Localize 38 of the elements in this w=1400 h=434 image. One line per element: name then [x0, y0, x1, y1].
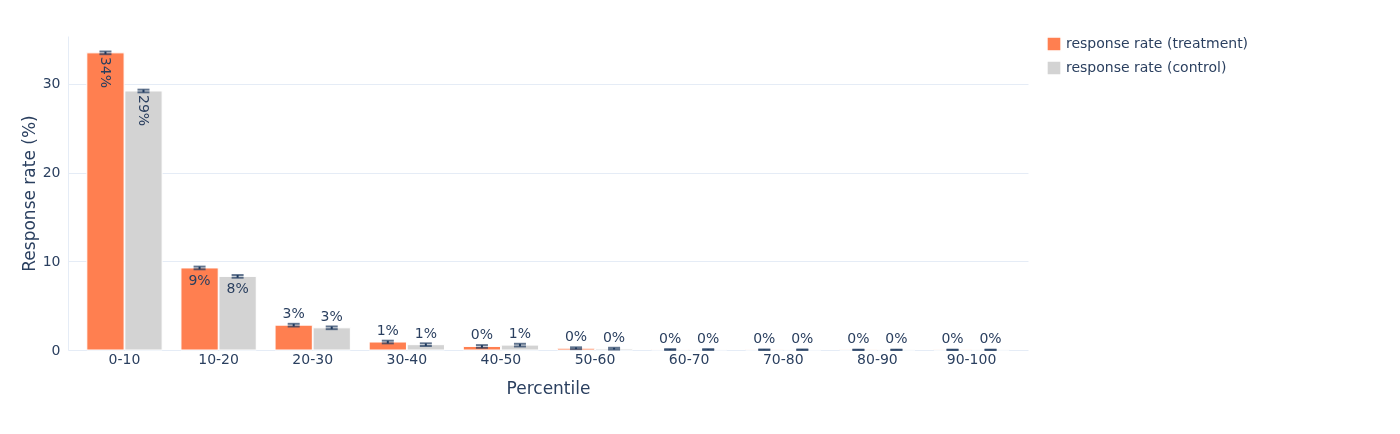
data-label: 0% [470, 326, 494, 343]
x-tick-label: 90-100 [946, 350, 997, 367]
data-label: 9% [188, 271, 211, 288]
data-label: 8% [226, 280, 249, 297]
data-label: 0% [602, 328, 626, 345]
x-tick-label: 70-80 [762, 350, 804, 367]
data-label: 0% [753, 329, 776, 346]
data-label: 1% [414, 324, 437, 341]
data-label: 3% [320, 307, 343, 324]
x-tick-label: 30-40 [386, 350, 428, 367]
x-tick-label: 60-70 [668, 350, 710, 367]
x-tick-label: 20-30 [292, 350, 334, 367]
data-label: 0% [564, 328, 588, 345]
data-label: 3% [282, 305, 305, 322]
data-label: 1% [376, 322, 399, 339]
data-label: 0% [941, 329, 964, 346]
x-tick-label: 40-50 [480, 350, 522, 367]
data-label: 0% [791, 329, 814, 346]
data-label: 29% [136, 94, 153, 127]
x-tick-label: 80-90 [857, 350, 898, 367]
data-label: 1% [508, 325, 532, 342]
x-tick-label: 50-60 [574, 350, 616, 367]
y-axis-title: Response rate (%) [18, 115, 39, 272]
data-label: 0% [979, 329, 1002, 346]
y-tick-label: 20 [42, 164, 61, 181]
x-tick-label: 0-10 [108, 350, 141, 367]
x-tick-label: 10-20 [198, 350, 239, 367]
y-tick-label: 10 [42, 252, 61, 269]
y-tick-label: 30 [42, 75, 61, 92]
data-label: 0% [885, 329, 908, 346]
data-label: 0% [697, 329, 720, 346]
data-label: 0% [659, 329, 682, 346]
x-axis-title: Percentile [506, 377, 591, 398]
data-label: 34% [98, 56, 115, 88]
data-label: 0% [847, 329, 870, 346]
y-tick-label: 0 [51, 341, 61, 358]
legend-label: response rate (treatment) [1066, 35, 1249, 51]
legend-label: response rate (control) [1066, 59, 1227, 75]
